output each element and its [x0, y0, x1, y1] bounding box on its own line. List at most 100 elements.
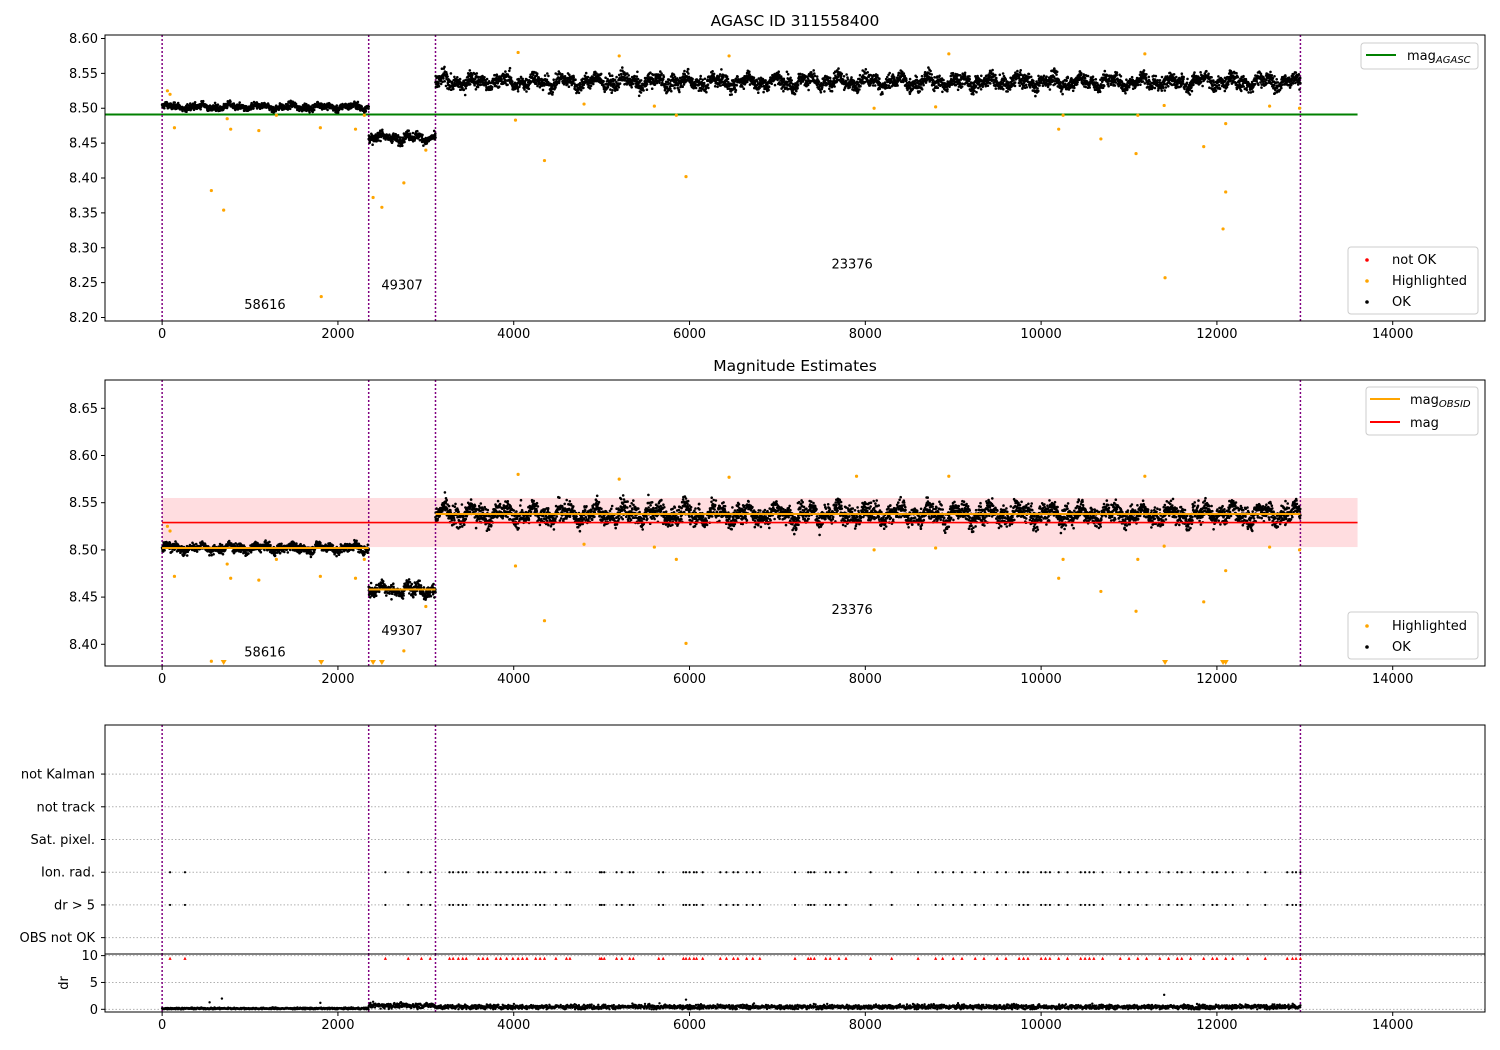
- ok-point: [734, 88, 738, 92]
- ok-point: [422, 144, 425, 147]
- ok-point: [873, 84, 877, 87]
- ok-point: [707, 86, 710, 90]
- ok-point: [548, 91, 552, 95]
- ok-point: [960, 85, 964, 88]
- ok-point: [687, 72, 690, 75]
- ok-point: [1037, 74, 1040, 78]
- ok-point: [845, 73, 848, 76]
- ok-point: [795, 89, 798, 93]
- ok-point: [1253, 82, 1257, 86]
- ok-point: [311, 110, 315, 114]
- ok-point: [1027, 72, 1031, 76]
- ok-point: [525, 90, 528, 93]
- ok-point: [445, 77, 448, 81]
- ok-point: [1127, 85, 1131, 89]
- ok-point: [445, 73, 449, 76]
- ok-point: [1018, 71, 1022, 74]
- ok-point: [475, 72, 479, 75]
- ok-point: [785, 70, 789, 74]
- ok-point: [670, 89, 673, 93]
- ok-point: [1217, 75, 1220, 78]
- ok-point: [756, 80, 759, 83]
- ok-point: [837, 67, 840, 70]
- ok-point: [1190, 89, 1194, 93]
- ok-point: [918, 90, 922, 93]
- ok-point: [609, 88, 612, 91]
- ok-point: [516, 87, 520, 91]
- ok-point: [673, 75, 677, 79]
- ok-point: [584, 71, 588, 75]
- ok-point: [664, 83, 668, 86]
- ok-point: [869, 82, 873, 85]
- ok-point: [450, 88, 453, 91]
- ok-point: [199, 107, 202, 111]
- ok-point: [201, 99, 205, 103]
- ok-point: [1242, 74, 1245, 78]
- ok-point: [1038, 84, 1041, 87]
- ok-point: [819, 91, 823, 94]
- ok-point: [790, 79, 793, 82]
- ok-point: [379, 139, 382, 143]
- ok-point: [610, 74, 614, 77]
- ok-point: [176, 101, 180, 105]
- ok-point: [457, 85, 461, 89]
- ok-point: [483, 76, 486, 79]
- ok-point: [608, 74, 612, 77]
- ok-point: [1185, 81, 1189, 85]
- ok-point: [963, 71, 967, 75]
- ok-point: [979, 88, 983, 91]
- ok-point: [485, 77, 489, 81]
- ok-point: [1235, 71, 1238, 75]
- ok-point: [1158, 79, 1162, 82]
- ok-point: [1236, 75, 1240, 79]
- ok-point: [817, 80, 821, 84]
- ok-point: [462, 88, 466, 92]
- ok-point: [956, 88, 960, 92]
- ok-point: [686, 67, 690, 71]
- ok-point: [1240, 89, 1243, 93]
- ok-point: [764, 79, 767, 82]
- ok-point: [443, 80, 447, 83]
- ok-point: [626, 72, 629, 75]
- ok-point: [375, 140, 378, 143]
- ok-point: [1075, 83, 1079, 86]
- ok-point: [476, 85, 480, 89]
- ok-point: [449, 72, 453, 75]
- ok-point: [568, 73, 571, 77]
- ok-point: [858, 88, 861, 91]
- ok-point: [649, 71, 652, 74]
- ok-point: [840, 72, 844, 76]
- ok-point: [587, 84, 591, 87]
- ok-point: [630, 86, 633, 89]
- ok-point: [452, 87, 455, 91]
- ok-point: [762, 90, 765, 94]
- ok-point: [476, 83, 480, 86]
- ok-point: [634, 77, 638, 81]
- ok-point: [1029, 75, 1033, 79]
- ok-point: [341, 107, 344, 111]
- ok-point: [833, 85, 836, 88]
- ok-point: [561, 73, 564, 76]
- ok-point: [1008, 88, 1012, 91]
- ok-point: [437, 81, 440, 85]
- ok-point: [258, 107, 262, 110]
- ok-point: [645, 83, 649, 86]
- ok-point: [1143, 82, 1147, 85]
- ok-point: [946, 88, 949, 91]
- ok-point: [974, 84, 978, 88]
- ok-point: [434, 74, 438, 78]
- ok-point: [1103, 69, 1107, 73]
- ok-point: [1102, 84, 1106, 88]
- ok-point: [464, 87, 468, 90]
- ok-point: [661, 81, 664, 84]
- ok-point: [866, 71, 869, 74]
- ok-point: [848, 86, 851, 89]
- ok-point: [1065, 79, 1068, 82]
- ok-point: [252, 106, 255, 110]
- ok-point: [401, 144, 404, 148]
- ok-point: [508, 66, 512, 70]
- ok-point: [1088, 86, 1091, 89]
- ok-point: [1162, 86, 1165, 90]
- ok-point: [968, 75, 971, 78]
